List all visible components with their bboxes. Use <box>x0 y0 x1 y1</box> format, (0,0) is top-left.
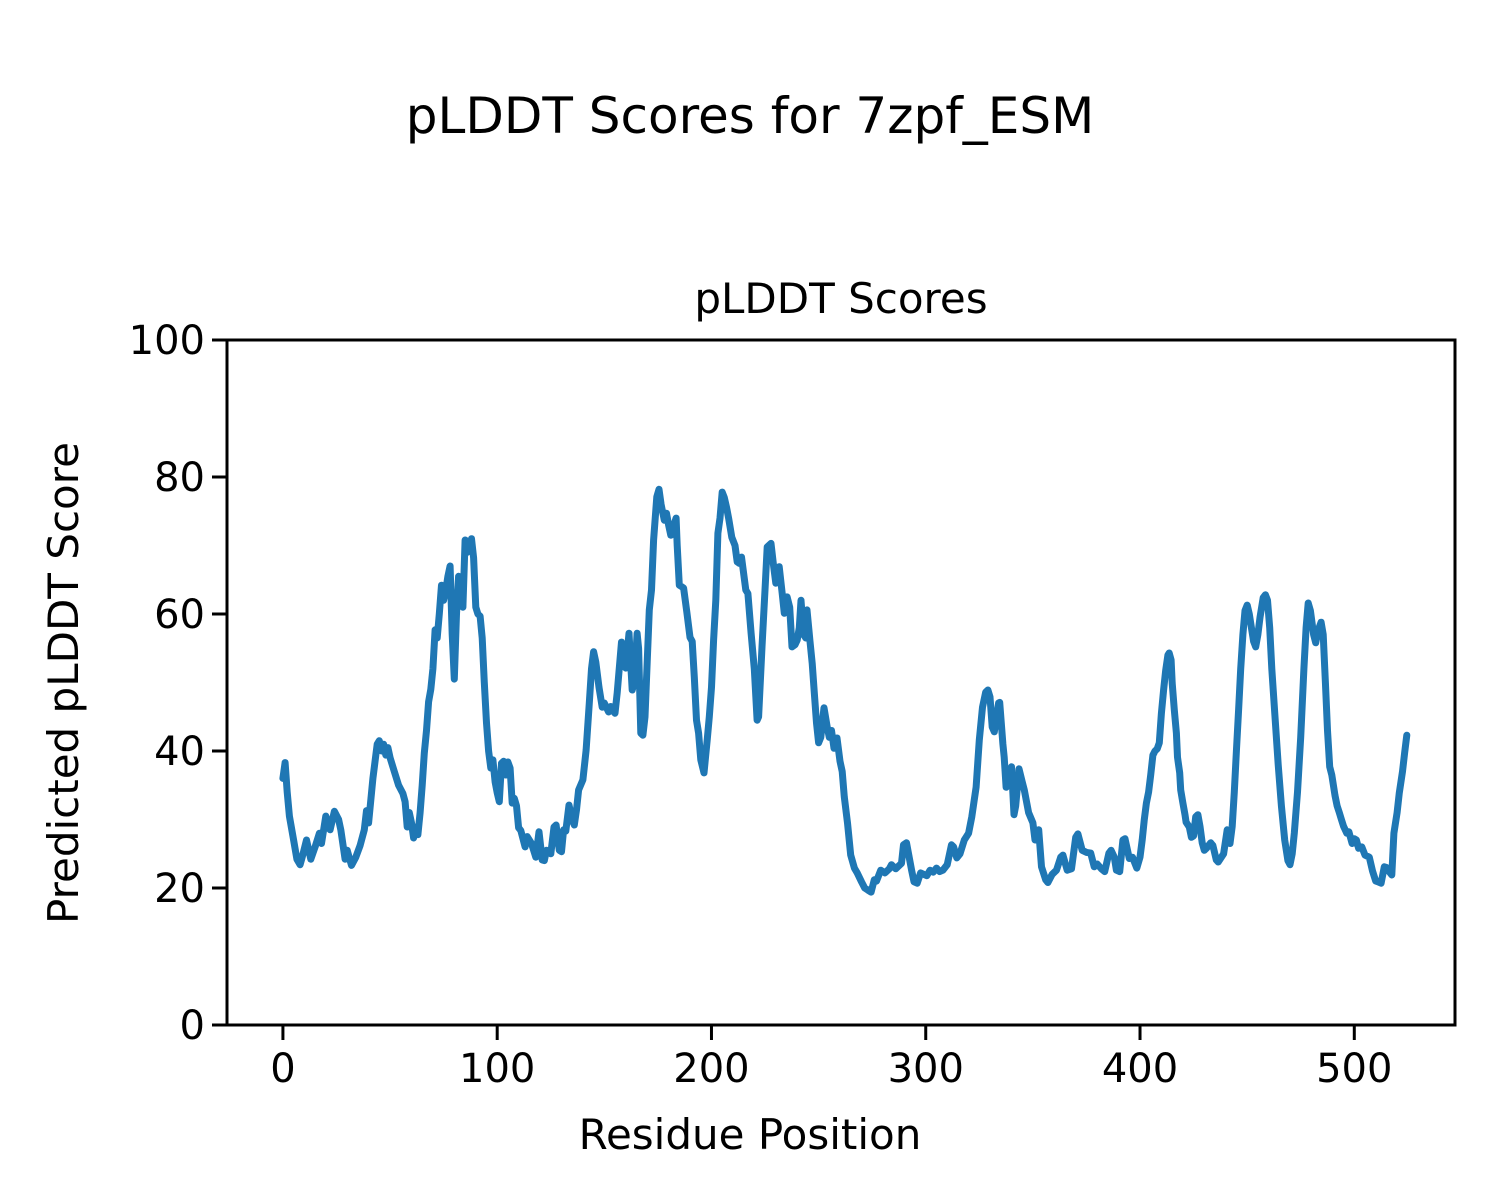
x-tick-label: 300 <box>888 1046 964 1092</box>
x-tick-label: 400 <box>1102 1046 1178 1092</box>
x-tick-label: 0 <box>270 1046 295 1092</box>
axes-spines <box>225 338 1457 1027</box>
x-axis: 0 100 200 300 400 500 <box>270 1025 1392 1092</box>
x-tick-label: 100 <box>459 1046 535 1092</box>
y-tick-label: 60 <box>154 592 205 638</box>
y-axis: 0 20 40 60 80 100 <box>129 318 227 1049</box>
axes-title: pLDDT Scores <box>694 274 987 323</box>
axes-layer: 0 100 200 300 400 500 0 20 40 60 80 100 <box>129 318 1457 1092</box>
y-tick-label: 20 <box>154 866 205 912</box>
y-axis-label: Predicted pLDDT Score <box>39 442 88 924</box>
plddt-line-series <box>279 485 1411 896</box>
x-tick-label: 200 <box>673 1046 749 1092</box>
x-tick-label: 500 <box>1316 1046 1392 1092</box>
y-tick-label: 40 <box>154 729 205 775</box>
plddt-score-line <box>279 485 1411 896</box>
y-tick-label: 0 <box>180 1003 205 1049</box>
y-tick-label: 100 <box>129 318 205 364</box>
x-axis-label: Residue Position <box>579 1110 922 1159</box>
figure-suptitle: pLDDT Scores for 7zpf_ESM <box>406 87 1095 145</box>
y-tick-label: 80 <box>154 455 205 501</box>
